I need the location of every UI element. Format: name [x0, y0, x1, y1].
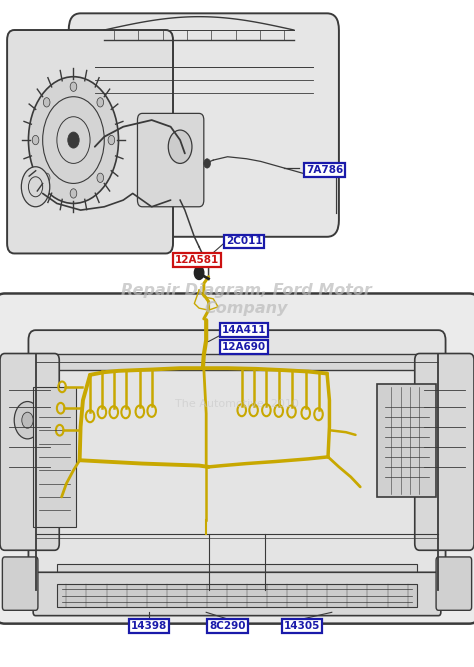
Circle shape: [21, 167, 50, 207]
FancyBboxPatch shape: [2, 557, 38, 610]
FancyBboxPatch shape: [33, 572, 441, 616]
FancyBboxPatch shape: [28, 330, 446, 600]
FancyBboxPatch shape: [36, 354, 438, 370]
Text: The Automotive, 2010: The Automotive, 2010: [175, 399, 299, 408]
Circle shape: [194, 266, 204, 279]
Text: 8C290: 8C290: [209, 621, 246, 630]
Circle shape: [97, 173, 104, 183]
Text: 14A411: 14A411: [222, 325, 266, 335]
Circle shape: [43, 97, 50, 107]
Text: 12A581: 12A581: [174, 255, 219, 265]
Circle shape: [204, 159, 210, 168]
Circle shape: [22, 412, 33, 428]
Text: 14305: 14305: [284, 621, 320, 630]
FancyBboxPatch shape: [33, 387, 76, 527]
FancyBboxPatch shape: [69, 13, 339, 237]
FancyBboxPatch shape: [0, 0, 474, 280]
Circle shape: [108, 135, 115, 145]
Circle shape: [14, 402, 41, 439]
FancyBboxPatch shape: [0, 354, 59, 550]
FancyBboxPatch shape: [57, 584, 417, 607]
FancyBboxPatch shape: [7, 30, 173, 253]
Circle shape: [168, 130, 192, 163]
FancyBboxPatch shape: [415, 354, 474, 550]
Text: 12A690: 12A690: [222, 342, 266, 352]
FancyBboxPatch shape: [377, 384, 436, 497]
Circle shape: [70, 82, 77, 91]
FancyBboxPatch shape: [0, 293, 474, 624]
Text: 14398: 14398: [131, 621, 167, 630]
Circle shape: [70, 189, 77, 198]
FancyBboxPatch shape: [436, 557, 472, 610]
Circle shape: [68, 132, 79, 148]
Text: 2C011: 2C011: [226, 237, 263, 246]
FancyBboxPatch shape: [57, 564, 417, 590]
Circle shape: [43, 173, 50, 183]
Text: 7A786: 7A786: [306, 165, 343, 175]
Circle shape: [97, 97, 104, 107]
Polygon shape: [194, 290, 218, 310]
Circle shape: [28, 77, 118, 203]
FancyBboxPatch shape: [0, 293, 474, 624]
Text: Repair Diagram, Ford Motor: Repair Diagram, Ford Motor: [121, 283, 372, 297]
FancyBboxPatch shape: [137, 113, 204, 207]
Circle shape: [32, 135, 39, 145]
Text: Company: Company: [205, 301, 288, 315]
